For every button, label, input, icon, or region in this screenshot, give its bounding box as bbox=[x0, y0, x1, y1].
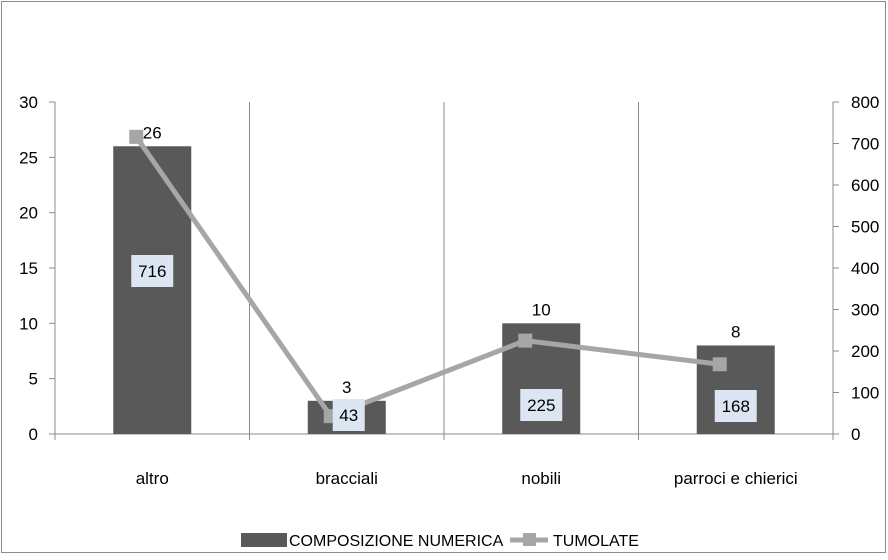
bar-series bbox=[113, 146, 775, 434]
y-right-tick-label: 200 bbox=[851, 342, 879, 361]
x-tick-label: nobili bbox=[521, 469, 561, 488]
bar-value-label: 8 bbox=[731, 322, 740, 341]
x-tick-label: bracciali bbox=[316, 469, 378, 488]
bar-value-label: 3 bbox=[342, 378, 351, 397]
line-value-label: 716 bbox=[138, 262, 166, 281]
data-labels: 26 3 10 8 716 43 225 168 bbox=[131, 123, 757, 431]
line-value-label-box bbox=[332, 399, 365, 431]
bar-value-label: 10 bbox=[532, 300, 551, 319]
line-value-label: 43 bbox=[339, 406, 358, 425]
y-right-tick-label: 600 bbox=[851, 176, 879, 195]
line-value-label-box bbox=[131, 255, 174, 287]
gridlines bbox=[249, 102, 639, 434]
line-value-label: 168 bbox=[722, 397, 750, 416]
line-value-label: 225 bbox=[527, 396, 555, 415]
y-left-tick-label: 10 bbox=[19, 314, 38, 333]
bar-value-label: 26 bbox=[143, 123, 162, 142]
y-left-tick-label: 15 bbox=[19, 259, 38, 278]
legend-swatch-bar bbox=[241, 533, 287, 547]
legend-label-line: TUMOLATE bbox=[553, 533, 639, 550]
y-right-tick-label: 800 bbox=[851, 93, 879, 112]
legend: COMPOSIZIONE NUMERICA TUMOLATE bbox=[241, 533, 639, 550]
legend-swatch-marker bbox=[523, 533, 536, 546]
legend-label-bar: COMPOSIZIONE NUMERICA bbox=[289, 533, 504, 550]
y-left-tick-label: 0 bbox=[29, 425, 38, 444]
y-left-tick-label: 5 bbox=[29, 370, 38, 389]
line-value-label-box bbox=[520, 389, 563, 421]
y-left-tick-label: 20 bbox=[19, 204, 38, 223]
x-tick-label: parroci e chierici bbox=[674, 469, 798, 488]
y-left-tick-label: 30 bbox=[19, 93, 38, 112]
line-path bbox=[134, 135, 721, 419]
y-right-tick-label: 0 bbox=[851, 425, 860, 444]
bar bbox=[113, 146, 192, 434]
y-right-tick-label: 300 bbox=[851, 301, 879, 320]
y-right-tick-label: 100 bbox=[851, 384, 879, 403]
line-marker bbox=[129, 129, 144, 144]
y-right-tick-label: 700 bbox=[851, 135, 879, 154]
line-marker bbox=[712, 357, 727, 372]
line-value-label-box bbox=[714, 390, 757, 422]
x-tick-label: altro bbox=[136, 469, 169, 488]
line-marker bbox=[518, 333, 533, 348]
y-right-tick-label: 500 bbox=[851, 218, 879, 237]
y-left-tick-label: 25 bbox=[19, 148, 38, 167]
y-right-tick-label: 400 bbox=[851, 259, 879, 278]
